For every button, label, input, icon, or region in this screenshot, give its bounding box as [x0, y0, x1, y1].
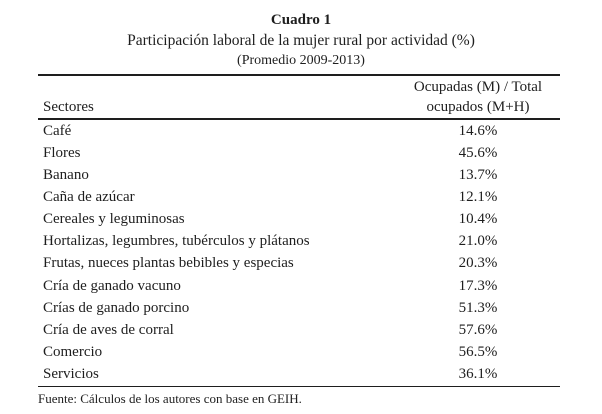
sector-cell: Cría de ganado vacuno: [43, 277, 181, 294]
table-subtitle: Participación laboral de la mujer rural …: [127, 32, 475, 49]
table-row: Crías de ganado porcino 51.3%: [38, 297, 560, 319]
value-cell: 56.5%: [458, 343, 498, 360]
table-row: Flores 45.6%: [38, 142, 560, 164]
sector-cell: Caña de azúcar: [43, 188, 135, 205]
value-cell: 51.3%: [458, 299, 498, 316]
value-cell: 17.3%: [458, 277, 498, 294]
sector-cell: Café: [43, 122, 72, 139]
table-row: Cría de ganado vacuno 17.3%: [38, 275, 560, 297]
value-cell: 21.0%: [458, 233, 498, 250]
sector-cell: Frutas, nueces plantas bebibles y especi…: [43, 255, 294, 272]
table-row: Cereales y leguminosas 10.4%: [38, 209, 560, 231]
table-row: Frutas, nueces plantas bebibles y especi…: [38, 253, 560, 275]
sector-cell: Cría de aves de corral: [43, 321, 174, 338]
sector-cell: Comercio: [43, 343, 103, 360]
table-row: Cría de aves de corral 57.6%: [38, 319, 560, 341]
sector-cell: Hortalizas, legumbres, tubérculos y plát…: [43, 233, 310, 250]
data-table: Sectores Ocupadas (M) / Total ocupados (…: [38, 74, 560, 387]
sector-column-header: Sectores: [43, 99, 94, 115]
value-cell: 57.6%: [458, 321, 498, 338]
sector-cell: Flores: [43, 144, 81, 161]
sector-cell: Cereales y leguminosas: [43, 211, 185, 228]
value-column-header-line1: Ocupadas (M) / Total: [413, 79, 543, 95]
table-row: Caña de azúcar 12.1%: [38, 186, 560, 208]
value-cell: 10.4%: [458, 211, 498, 228]
source-note: Fuente: Cálculos de los autores con base…: [38, 390, 302, 406]
table-header-row: Sectores Ocupadas (M) / Total ocupados (…: [38, 76, 560, 118]
table-row: Banano 13.7%: [38, 164, 560, 186]
value-cell: 45.6%: [458, 144, 498, 161]
sector-cell: Servicios: [43, 366, 99, 383]
table-period-label: (Promedio 2009-2013): [237, 53, 365, 68]
value-column-header-line2: ocupados (M+H): [426, 99, 530, 115]
table-number-title: Cuadro 1: [270, 12, 332, 28]
sector-cell: Crías de ganado porcino: [43, 299, 190, 316]
table-body: Café 14.6% Flores 45.6% Banano 13.7% Cañ…: [38, 120, 560, 386]
table-top-rule: [38, 74, 560, 76]
table-bottom-rule: [38, 385, 560, 387]
value-cell: 13.7%: [458, 166, 498, 183]
table-row: Hortalizas, legumbres, tubérculos y plát…: [38, 231, 560, 253]
value-cell: 14.6%: [458, 122, 498, 139]
value-cell: 12.1%: [458, 188, 498, 205]
table-row: Servicios 36.1%: [38, 364, 560, 386]
value-column-header: Ocupadas (M) / Total ocupados (M+H): [398, 77, 558, 118]
sector-cell: Banano: [43, 166, 89, 183]
table-row: Café 14.6%: [38, 120, 560, 142]
value-cell: 36.1%: [458, 366, 498, 383]
value-cell: 20.3%: [458, 255, 498, 272]
table-row: Comercio 56.5%: [38, 341, 560, 363]
table-header-rule: [38, 118, 560, 120]
